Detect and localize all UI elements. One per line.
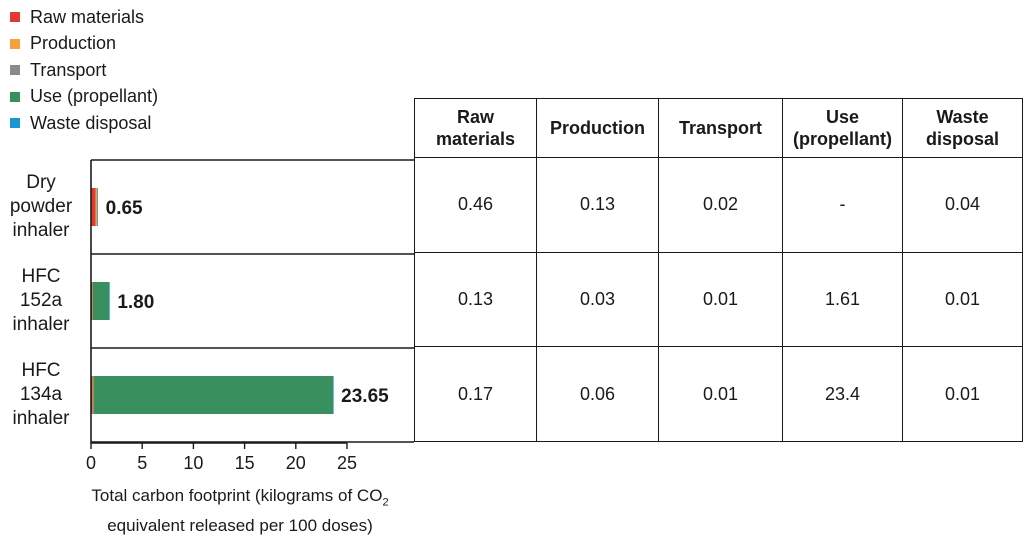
table-cell: - (782, 157, 903, 253)
chart-legend: Raw materials Production Transport Use (pro… (10, 4, 158, 137)
x-tick-label: 20 (286, 453, 306, 473)
breakdown-table: Raw materials Production Transport Use (prope… (414, 98, 1023, 442)
bar-segment (92, 282, 110, 320)
bar-segment (92, 282, 93, 320)
x-axis-label: Total carbon footprint (kilograms of CO2… (20, 484, 460, 537)
table-cell: 0.01 (658, 251, 783, 348)
table-cell: 0.46 (414, 157, 537, 253)
legend-swatch (10, 91, 20, 102)
bar-segment (333, 376, 334, 414)
column-header-line: Use (825, 107, 860, 127)
legend-item: Raw materials (10, 4, 158, 31)
column-header-line: Transport (678, 118, 762, 138)
bar-segment (92, 376, 94, 414)
x-axis-label-subscript: 2 (382, 496, 389, 509)
bar-segment (97, 188, 98, 226)
column-header-line: Waste (936, 107, 989, 127)
x-tick-label: 25 (337, 453, 357, 473)
legend-label: Use (propellant) (30, 86, 159, 107)
category-label-line: inhaler (12, 408, 70, 429)
table-cell: 0.03 (536, 251, 659, 348)
legend-label: Transport (30, 59, 107, 80)
column-header-line: Production (550, 118, 645, 138)
column-header: Transport (658, 98, 783, 158)
bar-segment (91, 188, 96, 226)
category-label-line: HFC (21, 266, 61, 287)
x-tick-label: 10 (183, 453, 203, 473)
table-cell: 1.61 (782, 251, 903, 348)
category-label-line: powder (9, 196, 73, 217)
column-header: Waste disposal (902, 98, 1023, 158)
table-cell: 0.01 (902, 346, 1023, 442)
table-header-row: Raw materials Production Transport Use (prope… (414, 98, 1023, 158)
table-cell: 0.02 (658, 157, 783, 253)
category-label-line: inhaler (12, 314, 70, 335)
legend-item: Production (10, 31, 158, 58)
bar-segment (95, 188, 98, 226)
legend-label: Raw materials (30, 6, 145, 27)
legend-label: Production (30, 33, 117, 54)
table-cell: 0.04 (902, 157, 1023, 253)
category-label: HFC 152a inhaler (0, 265, 82, 337)
legend-swatch (10, 38, 20, 49)
legend-swatch (10, 12, 20, 23)
legend-swatch (10, 118, 20, 129)
category-label-line: 152a (19, 290, 63, 311)
table-row: 0.46 0.13 0.02-0.04 (414, 157, 1023, 253)
legend-label: Waste disposal (30, 112, 152, 133)
table-row: 0.13 0.03 0.01 1.61 0.01 (414, 251, 1023, 348)
table-cell: 0.13 (414, 251, 537, 348)
bar-total-label: 0.65 (106, 198, 143, 219)
table-row: 0.17 0.06 0.01 23.4 0.01 (414, 346, 1023, 442)
column-header: Use (propellant) (782, 98, 903, 158)
category-label: HFC 134a inhaler (0, 359, 82, 431)
legend-item: Waste disposal (10, 110, 158, 137)
x-tick-label: 0 (86, 453, 96, 473)
table-cell: 0.13 (536, 157, 659, 253)
bar-total-label: 1.80 (117, 292, 154, 313)
category-label: Dry powder inhaler (0, 171, 82, 243)
x-axis-label-line2: equivalent released per 100 doses) (107, 516, 373, 536)
x-tick-label: 5 (137, 453, 147, 473)
column-header-line: materials (435, 129, 516, 149)
table-cell: 0.01 (902, 251, 1023, 348)
bar-segment (109, 282, 110, 320)
x-axis-label-main: Total carbon footprint (kilograms of CO (91, 486, 383, 505)
bar-total-label: 23.65 (341, 386, 389, 407)
table-cell: 0.01 (658, 346, 783, 442)
category-label-line: inhaler (12, 220, 70, 241)
legend-swatch (10, 65, 20, 76)
bar-segment (93, 376, 334, 414)
column-header-line: Raw (456, 107, 494, 127)
category-label-line: 134a (19, 384, 63, 405)
table-cell: 0.06 (536, 346, 659, 442)
column-header: Raw materials (414, 98, 537, 158)
legend-item: Use (propellant) (10, 84, 158, 111)
table-cell: 0.17 (414, 346, 537, 442)
column-header-line: (propellant) (793, 129, 892, 149)
x-tick-label: 15 (235, 453, 255, 473)
column-header: Production (536, 98, 659, 158)
category-label-line: Dry (26, 172, 56, 193)
category-label-line: HFC (21, 360, 61, 381)
table-cell: 23.4 (782, 346, 903, 442)
column-header-line: disposal (925, 129, 1000, 149)
legend-item: Transport (10, 57, 158, 84)
bar-segment (91, 376, 93, 414)
